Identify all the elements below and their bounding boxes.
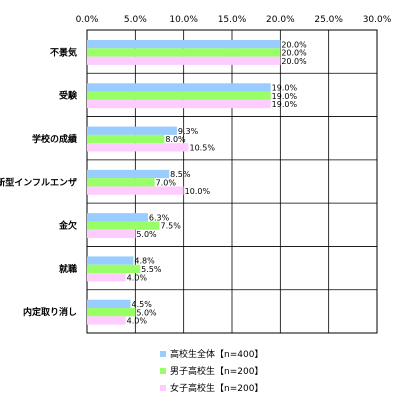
data-label: 8.5%: [170, 170, 191, 179]
data-label: 19.0%: [272, 100, 298, 109]
bar: [87, 99, 271, 109]
data-label: 5.0%: [136, 308, 157, 317]
legend-label: 高校生全体【n=400】: [170, 348, 263, 360]
bar: [87, 221, 160, 230]
data-label: 20.0%: [281, 40, 307, 49]
legend-swatch: [160, 368, 166, 374]
bar: [87, 56, 281, 65]
bar: [87, 273, 126, 282]
data-label: 4.5%: [132, 300, 153, 309]
bar: [87, 91, 271, 100]
bar: [87, 126, 177, 135]
bar: [87, 229, 136, 239]
data-label: 7.0%: [156, 178, 177, 187]
data-label: 19.0%: [272, 84, 298, 93]
category-label: 内定取り消し: [23, 306, 77, 318]
legend-label: 女子高校生【n=200】: [170, 382, 263, 394]
bar: [87, 213, 148, 222]
category-label: 不景気: [50, 46, 77, 58]
legend-swatch: [160, 351, 166, 357]
category-label: 学校の成績: [32, 133, 77, 145]
data-label: 10.0%: [185, 187, 211, 196]
legend-swatch: [160, 385, 166, 391]
bar: [87, 83, 271, 92]
bar: [87, 134, 165, 144]
bar: [87, 169, 170, 179]
x-tick-label: 15.0%: [218, 15, 247, 25]
data-label: 19.0%: [272, 92, 298, 101]
data-label: 6.3%: [149, 213, 170, 222]
x-tick-label: 10.0%: [169, 15, 198, 25]
data-label: 5.0%: [136, 230, 157, 239]
bar: [87, 48, 281, 57]
data-label: 7.5%: [161, 222, 182, 231]
bar: [87, 299, 131, 309]
x-tick-label: 20.0%: [266, 15, 295, 25]
data-label: 5.5%: [141, 265, 162, 274]
bar: [87, 316, 126, 325]
x-tick-label: 0.0%: [76, 15, 99, 25]
x-tick-label: 5.0%: [124, 15, 147, 25]
bar: [87, 178, 155, 187]
x-tick-label: 30.0%: [363, 15, 392, 25]
data-label: 4.8%: [134, 257, 155, 266]
data-label: 4.0%: [127, 273, 148, 282]
data-label: 9.3%: [178, 127, 199, 136]
data-label: 20.0%: [281, 49, 307, 58]
bar: [87, 186, 184, 195]
legend-label: 男子高校生【n=200】: [170, 365, 263, 377]
bar: [87, 308, 136, 317]
data-label: 20.0%: [281, 57, 307, 66]
category-label: 新型インフルエンザ: [0, 176, 77, 188]
category-label: 金欠: [58, 220, 77, 232]
bar: [87, 143, 189, 152]
data-label: 10.5%: [190, 143, 216, 152]
data-label: 4.0%: [127, 317, 148, 326]
data-label: 8.0%: [165, 135, 186, 144]
bar: [87, 40, 281, 49]
category-label: 就職: [59, 263, 77, 275]
bar: [87, 264, 141, 274]
category-label: 受験: [59, 90, 78, 102]
x-tick-label: 25.0%: [314, 15, 343, 25]
bar: [87, 256, 134, 265]
